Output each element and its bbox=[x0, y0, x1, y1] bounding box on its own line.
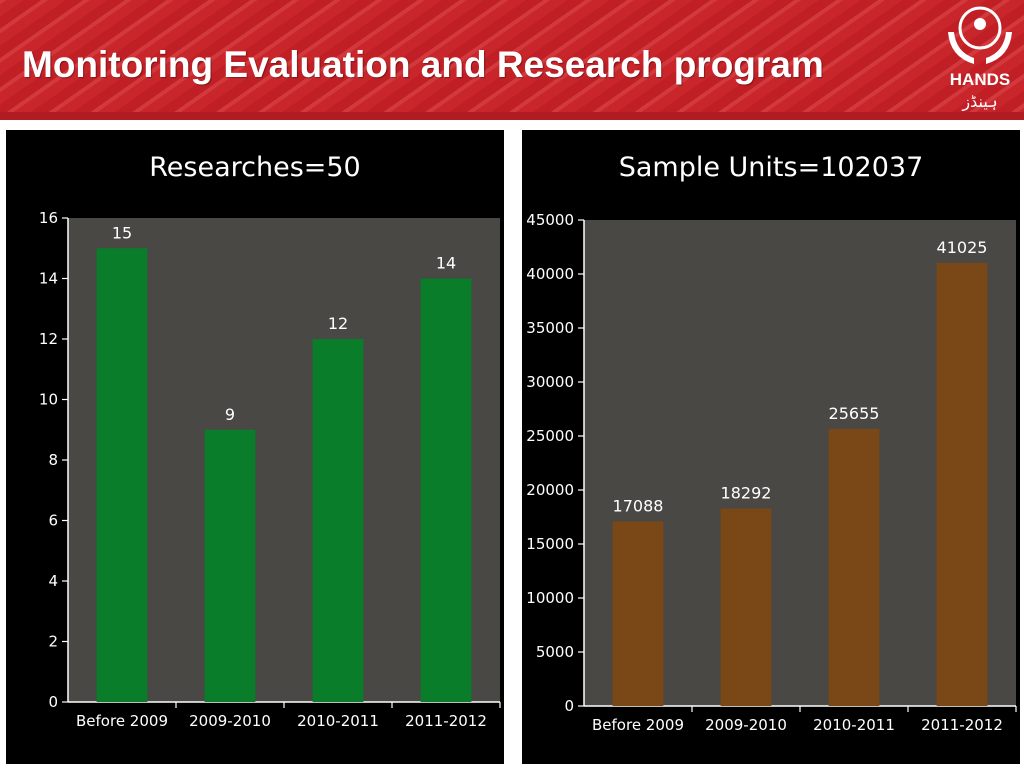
logo-urdu-label: ہینڈز bbox=[962, 92, 998, 111]
hands-logo bbox=[948, 6, 1012, 64]
x-tick-label: 2009-2010 bbox=[705, 716, 787, 734]
data-label: 12 bbox=[328, 314, 348, 333]
y-tick-label: 10 bbox=[39, 391, 58, 409]
y-tick-label: 25000 bbox=[526, 427, 574, 445]
data-label: 14 bbox=[436, 254, 456, 273]
data-label: 15 bbox=[112, 223, 132, 242]
bar bbox=[420, 278, 472, 702]
data-label: 25655 bbox=[829, 404, 880, 423]
logo-label: HANDS bbox=[949, 70, 1011, 89]
y-tick-label: 14 bbox=[39, 270, 58, 288]
y-tick-label: 4 bbox=[48, 572, 58, 590]
banner-stripe bbox=[0, 112, 1024, 120]
bar bbox=[612, 521, 664, 706]
researches-bar-chart: 0 2 4 6 8 10 12 14 16 15 Before 2009 9 2009-2010 12 20… bbox=[39, 209, 501, 730]
x-tick-label: 2010-2011 bbox=[813, 716, 895, 734]
y-tick-label: 2 bbox=[48, 633, 58, 651]
page-title: Monitoring Evaluation and Research progr… bbox=[22, 44, 824, 85]
bar bbox=[312, 339, 364, 702]
logo-hand-right-icon bbox=[986, 32, 1012, 64]
y-tick-label: 15000 bbox=[526, 535, 574, 553]
y-tick-label: 12 bbox=[39, 330, 58, 348]
y-tick-label: 6 bbox=[48, 512, 58, 530]
y-tick-label: 5000 bbox=[536, 643, 574, 661]
logo-hand-left-icon bbox=[948, 32, 974, 64]
data-label: 17088 bbox=[613, 496, 664, 515]
bar bbox=[936, 262, 988, 706]
data-label: 18292 bbox=[721, 483, 772, 502]
x-tick-label: 2010-2011 bbox=[297, 712, 379, 730]
y-tick-label: 10000 bbox=[526, 589, 574, 607]
sample-units-bar-chart: 0 5000 10000 15000 20000 25000 30000 35000 40000… bbox=[526, 211, 1017, 734]
y-tick-label: 0 bbox=[48, 693, 58, 711]
y-tick-label: 35000 bbox=[526, 319, 574, 337]
x-tick-label: 2011-2012 bbox=[921, 716, 1003, 734]
bar bbox=[828, 428, 880, 706]
bar bbox=[204, 429, 256, 702]
y-tick-label: 20000 bbox=[526, 481, 574, 499]
x-tick-label: Before 2009 bbox=[76, 712, 168, 730]
y-tick-label: 0 bbox=[564, 697, 574, 715]
logo-circle-icon bbox=[958, 6, 1002, 50]
sample-units-chart-panel: Sample Units=102037 0 5000 10000 15000 20000… bbox=[522, 130, 1020, 764]
x-tick-label: 2011-2012 bbox=[405, 712, 487, 730]
x-tick-label: 2009-2010 bbox=[189, 712, 271, 730]
bar bbox=[96, 248, 148, 702]
chart-title: Researches=50 bbox=[149, 152, 361, 183]
logo-figure-icon bbox=[974, 18, 986, 30]
bar bbox=[720, 508, 772, 706]
chart-title: Sample Units=102037 bbox=[618, 152, 924, 183]
y-tick-label: 8 bbox=[48, 451, 58, 469]
header-banner bbox=[0, 0, 1024, 120]
y-tick-label: 30000 bbox=[526, 373, 574, 391]
data-label: 9 bbox=[225, 405, 235, 424]
researches-chart-panel: Researches=50 0 2 4 6 8 10 12 14 16 15 Before 2009… bbox=[6, 130, 504, 764]
y-tick-label: 45000 bbox=[526, 211, 574, 229]
y-tick-label: 16 bbox=[39, 209, 58, 227]
data-label: 41025 bbox=[937, 238, 988, 257]
x-tick-label: Before 2009 bbox=[592, 716, 684, 734]
y-tick-label: 40000 bbox=[526, 265, 574, 283]
